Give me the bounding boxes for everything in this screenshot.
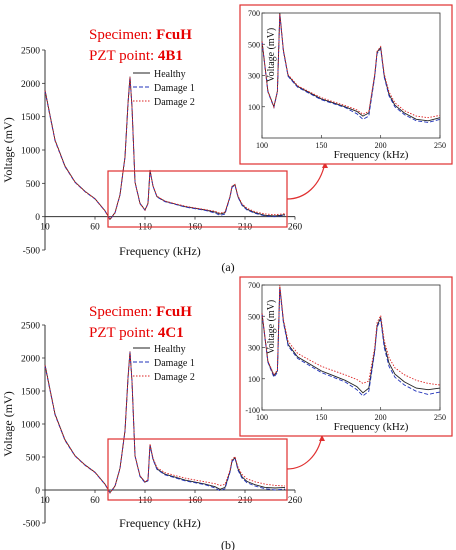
pzt-value: 4B1 [158,48,183,64]
inset-x-axis-label: Frequency (kHz) [334,149,409,161]
specimen-label: Specimen: FcuH [89,304,192,320]
inset-series-line-damage-1 [261,14,441,123]
x-tick-label: 10 [40,496,50,506]
inset-y-tick-label: 100 [248,103,260,112]
zoom-arrow [286,435,323,470]
pzt-label: PZT point: 4B1 [89,48,183,64]
inset-chart: 100 300 500 700 100 150 200 250 Frequency (kHz) V… [239,4,453,165]
y-tick-label: 0 [35,213,40,223]
inset-y-tick-label: 300 [248,72,260,81]
zoom-arrow [286,162,326,200]
inset-frame [239,4,453,165]
y-tick-label: 1000 [21,147,40,157]
chart-panel-2: Specimen: FcuH PZT point: 4C1 -500 0 500 1000… [1,276,453,550]
y-tick-label: 2500 [21,322,40,332]
x-tick-label: 160 [188,223,203,233]
legend-entry: Damage 2 [154,372,195,383]
inset-series-line-damage-2 [261,13,441,119]
specimen-label: Specimen: FcuH [89,27,192,43]
panel-label: (b) [221,538,235,550]
x-tick-label: 60 [90,223,100,233]
pzt-value: 4C1 [158,325,184,341]
y-axis-label: Voltage (mV) [1,391,15,456]
x-tick-label: 110 [138,496,152,506]
inset-x-tick-label: 150 [315,413,327,422]
specimen-value: FcuH [156,304,192,320]
inset-x-tick-label: 200 [375,141,387,150]
y-tick-label: 500 [26,180,41,190]
x-axis-label: Frequency (kHz) [119,244,201,258]
specimen-caption: Specimen: [89,27,156,43]
y-tick-label: 2000 [21,80,40,90]
chart-panel-1: Specimen: FcuH PZT point: 4B1 -500 0 500 1000… [1,4,453,274]
inset-y-tick-label: 700 [248,281,260,290]
y-tick-label: -500 [23,520,41,530]
legend-entry: Healthy [154,69,186,80]
inset-series-line-damage-2 [261,284,441,386]
y-tick-label: -500 [23,247,41,257]
inset-x-tick-label: 150 [315,141,327,150]
inset-x-axis-label: Frequency (kHz) [334,421,409,433]
pzt-caption: PZT point: [89,48,158,64]
series-line-damage-2 [44,76,286,221]
inset-series-line-healthy [261,12,441,122]
y-tick-label: 1500 [21,388,40,398]
legend: Healthy Damage 1 Damage 2 [133,344,195,383]
x-tick-label: 210 [238,496,253,506]
y-axis-label: Voltage (mV) [1,117,15,182]
inset-y-tick-label: 500 [248,312,260,321]
y-tick-label: 0 [35,487,40,497]
legend-entry: Damage 1 [154,358,195,369]
x-tick-label: 260 [288,223,303,233]
x-axis-label: Frequency (kHz) [119,516,201,530]
inset-x-tick-label: 100 [256,141,268,150]
y-tick-label: 1000 [21,421,40,431]
y-tick-label: 1500 [21,113,40,123]
y-tick-label: 2500 [21,47,40,57]
pzt-caption: PZT point: [89,325,158,341]
inset-y-tick-label: 700 [248,9,260,18]
x-tick-label: 160 [188,496,203,506]
x-tick-label: 210 [238,223,253,233]
inset-x-tick-label: 100 [256,413,268,422]
series-line-damage-2 [44,351,286,494]
inset-series-line-damage-1 [261,288,441,397]
x-tick-label: 260 [288,496,303,506]
inset-x-tick-label: 250 [434,413,446,422]
zoom-arrow-head [322,162,328,168]
x-tick-label: 10 [40,223,50,233]
inset-series-line-healthy [261,286,441,394]
pzt-label: PZT point: 4C1 [89,325,184,341]
y-tick-label: 500 [26,454,41,464]
inset-frame [239,276,453,437]
inset-x-tick-label: 250 [434,141,446,150]
legend: Healthy Damage 1 Damage 2 [133,69,195,108]
inset-y-tick-label: 300 [248,344,260,353]
specimen-value: FcuH [156,27,192,43]
inset-x-tick-label: 200 [375,413,387,422]
inset-y-axis-label: Voltage (mV) [266,28,277,83]
specimen-caption: Specimen: [89,304,156,320]
legend-entry: Damage 2 [154,97,195,108]
legend-entry: Damage 1 [154,83,195,94]
inset-y-tick-label: 100 [248,375,260,384]
legend-entry: Healthy [154,344,186,355]
x-tick-label: 60 [90,496,100,506]
inset-y-axis-label: Voltage (mV) [266,300,277,355]
x-tick-label: 110 [138,223,152,233]
zoom-arrow-head [319,435,325,441]
y-tick-label: 2000 [21,355,40,365]
inset-y-tick-label: 500 [248,40,260,49]
inset-y-tick-label: -100 [245,406,260,415]
panel-label: (a) [221,260,234,274]
